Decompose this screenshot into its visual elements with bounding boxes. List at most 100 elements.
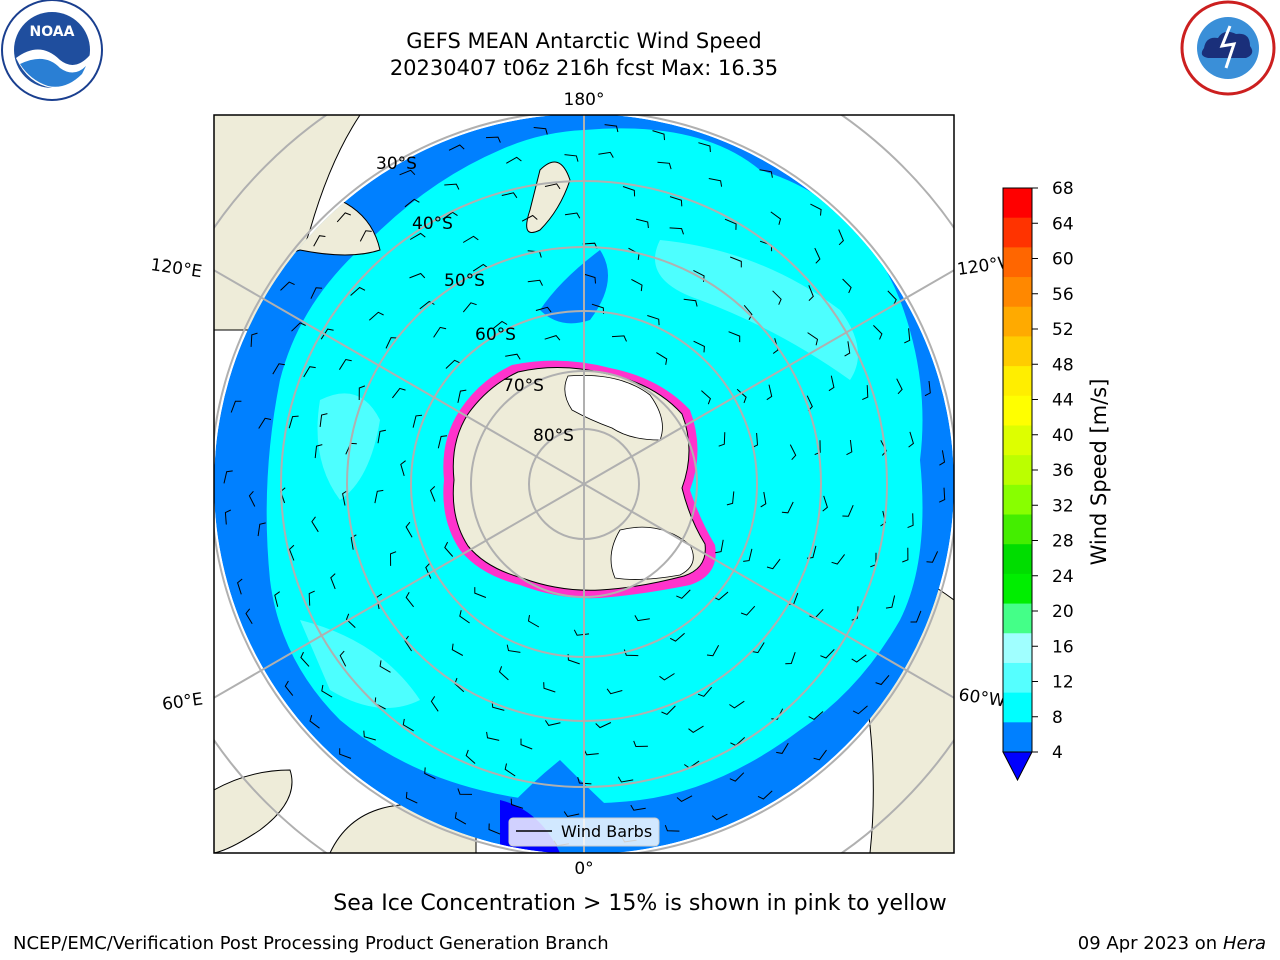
wind-barb	[908, 431, 914, 448]
lon-label-60w: 60°W	[957, 685, 1006, 711]
wind-barb	[617, 776, 634, 783]
wind-barb	[280, 281, 295, 291]
wind-barb	[379, 660, 391, 673]
wind-barb	[708, 178, 723, 187]
wind-barb	[520, 738, 533, 750]
lon-label-60e: 60°E	[161, 689, 204, 714]
colorbar: 68 64 60 56 52 48 44 40 36 32 28 24 20 16 12 8 4 Wind Sp…	[1002, 179, 1111, 782]
colorbar-swatch	[1003, 425, 1032, 456]
wind-barb	[902, 547, 909, 563]
wind-barb	[831, 554, 845, 565]
colorbar-tick-label: 44	[1052, 391, 1074, 411]
wind-barb	[363, 730, 376, 741]
wind-barb	[291, 322, 306, 332]
wind-barb	[405, 521, 413, 538]
colorbar-swatch	[1003, 366, 1032, 397]
colorbar-swatch	[1003, 336, 1032, 367]
antarctica	[443, 360, 716, 599]
wind-barb	[543, 682, 556, 693]
wind-barb	[350, 534, 357, 550]
wind-barb	[633, 740, 648, 748]
wind-barb	[377, 429, 386, 444]
colorbar-tick-label: 36	[1052, 461, 1074, 481]
wind-barb	[454, 812, 467, 825]
wind-barb	[751, 642, 765, 654]
lat-label-60s: 60°S	[475, 325, 516, 345]
wind-barb	[634, 615, 650, 622]
wind-barb	[924, 380, 931, 397]
wind-barb	[810, 203, 822, 216]
colorbar-swatch	[1003, 217, 1032, 248]
wind-barb	[474, 587, 487, 598]
wind-barb	[284, 680, 294, 696]
colorbar-label: Wind Speed [m/s]	[1087, 379, 1111, 566]
wind-barb	[880, 440, 887, 456]
wind-speed-12-16-patch	[655, 240, 858, 380]
colorbar-swatch	[1003, 484, 1032, 516]
colorbar-tick-label: 24	[1052, 567, 1074, 587]
wind-barb	[465, 749, 476, 764]
wind-barb	[698, 142, 711, 153]
colorbar-swatch	[1003, 306, 1032, 337]
wind-barb	[492, 320, 508, 330]
wind-barb	[288, 544, 295, 561]
wind-barb	[814, 440, 821, 456]
lat-label-30s: 30°S	[376, 154, 417, 174]
map-legend: Wind Barbs	[508, 817, 660, 847]
wind-barb	[669, 227, 684, 235]
wind-barb	[274, 591, 280, 607]
wind-barb	[873, 325, 883, 340]
wind-barb	[336, 212, 351, 223]
colorbar-tick-label: 56	[1052, 285, 1074, 305]
wind-barb	[544, 335, 561, 341]
wind-barb	[300, 651, 310, 667]
nws-logo	[1180, 0, 1276, 96]
wind-barb	[652, 130, 665, 141]
lon-label-180: 180°	[564, 90, 605, 110]
wind-barb	[419, 300, 435, 310]
wind-barb	[907, 513, 914, 529]
colorbar-tick-label: 16	[1052, 637, 1074, 657]
noaa-logo-text: NOAA	[30, 24, 75, 40]
wind-barb	[939, 450, 946, 466]
wind-barb	[535, 306, 552, 313]
wind-barb	[743, 548, 753, 562]
wind-barb	[904, 328, 911, 344]
wind-barb	[938, 487, 946, 503]
wind-barb	[657, 161, 672, 170]
wind-barb	[757, 790, 773, 800]
wind-barb	[813, 749, 827, 761]
wind-barb	[498, 666, 509, 681]
colorbar-tick-label: 4	[1052, 743, 1063, 763]
wind-barb	[462, 302, 477, 313]
wind-barb	[405, 791, 418, 804]
colorbar-swatch	[1003, 722, 1032, 753]
wind-barb	[245, 608, 253, 625]
colorbar-extend-arrow	[1002, 751, 1033, 782]
footer-timestamp: 09 Apr 2023 on Hera	[1078, 933, 1266, 954]
wind-barb	[887, 290, 897, 306]
wind-barb	[862, 385, 869, 401]
wind-barb	[310, 287, 323, 299]
wind-barb	[288, 415, 299, 429]
wind-barb	[385, 337, 398, 349]
wind-barb	[409, 232, 426, 240]
wind-barb	[772, 290, 782, 305]
wind-barb	[451, 643, 464, 656]
colorbar-swatch	[1003, 544, 1032, 575]
wind-barb	[846, 439, 853, 456]
lon-label-120e: 120°E	[149, 255, 203, 282]
wind-barb	[606, 688, 623, 695]
wind-barb	[701, 390, 711, 405]
wind-barb	[726, 491, 735, 506]
wind-barb	[459, 610, 470, 624]
colorbar-swatch	[1003, 188, 1032, 219]
wind-barb	[457, 788, 473, 795]
wind-barb	[838, 229, 844, 246]
wind-barb	[728, 331, 741, 343]
wind-barb	[814, 247, 821, 264]
wind-barb	[339, 748, 352, 759]
wind-barb	[462, 235, 479, 243]
